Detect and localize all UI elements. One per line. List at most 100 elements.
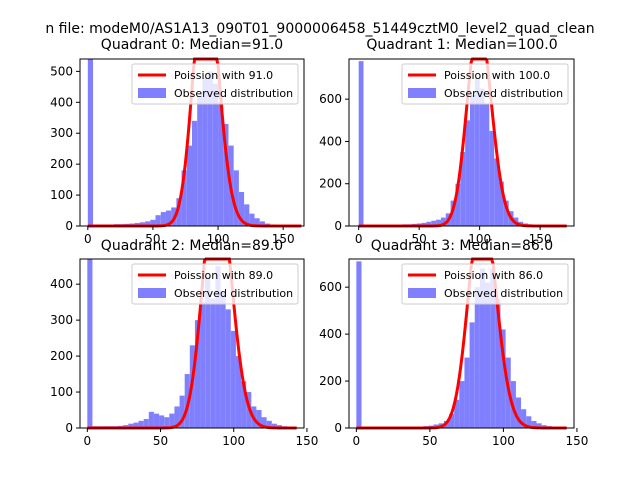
histogram-bar <box>479 88 485 226</box>
y-tick-label: 400 <box>319 327 342 341</box>
legend-fit-label: Poission with 100.0 <box>444 69 550 82</box>
histogram-bar <box>244 204 250 226</box>
histogram-bar <box>200 302 206 428</box>
x-tick-label: 0 <box>353 434 361 448</box>
histogram-bar <box>176 198 182 226</box>
histogram-bar <box>181 170 187 226</box>
histogram-bar <box>210 298 216 428</box>
y-tick-label: 400 <box>50 277 73 291</box>
histogram-bar <box>192 120 198 226</box>
histogram-bar <box>521 409 527 428</box>
histogram-bar <box>271 423 277 428</box>
histogram-bar <box>134 222 140 226</box>
legend-box <box>401 263 569 305</box>
y-tick-label: 400 <box>319 134 342 148</box>
histogram-bar <box>503 200 509 226</box>
histogram-bar <box>490 268 496 428</box>
axes-frame <box>79 258 305 429</box>
legend-fit-label: Poission with 89.0 <box>174 269 273 282</box>
histogram-bar <box>436 219 441 226</box>
histogram-bar <box>426 221 432 226</box>
subplot-title: Quadrant 3: Median=86.0 <box>371 238 553 254</box>
x-tick-label: 100 <box>468 232 491 246</box>
histogram-bar <box>358 61 364 226</box>
legend-hist-swatch <box>408 288 436 298</box>
axes-frame <box>348 58 575 227</box>
histogram-bar <box>499 181 504 226</box>
histogram-bar <box>485 282 491 428</box>
histogram-bar <box>186 145 192 226</box>
subplot-title: Quadrant 2: Median=89.0 <box>101 238 283 254</box>
y-tick-label: 100 <box>50 385 73 399</box>
histogram-bar <box>465 120 470 226</box>
histogram-bar <box>233 170 239 226</box>
histogram-bar <box>256 410 262 428</box>
histogram-bar <box>202 77 208 226</box>
legend-hist-label: Observed distribution <box>174 287 293 300</box>
histogram-bar <box>536 423 542 428</box>
legend-fit-label: Poission with 86.0 <box>444 269 543 282</box>
histogram-bar <box>455 183 461 226</box>
histogram-bar <box>469 94 475 226</box>
histogram-bar <box>474 287 480 428</box>
x-tick-label: 100 <box>207 232 230 246</box>
histogram-bar <box>235 356 242 428</box>
x-tick-label: 0 <box>83 434 91 448</box>
legend-hist-swatch <box>408 88 436 98</box>
histogram-bar <box>205 276 211 428</box>
legend-hist-label: Observed distribution <box>444 287 563 300</box>
y-tick-label: 200 <box>50 349 73 363</box>
x-tick-label: 150 <box>565 434 588 448</box>
y-tick-label: 0 <box>65 421 73 435</box>
x-tick-label: 50 <box>412 232 427 246</box>
histogram-bar <box>155 215 161 226</box>
legend-hist-label: Observed distribution <box>174 87 293 100</box>
x-tick-label: 0 <box>84 232 92 246</box>
legend-fit-label: Poission with 91.0 <box>174 69 273 82</box>
x-tick-label: 50 <box>153 434 168 448</box>
histogram-bar <box>223 123 229 226</box>
histogram-bar <box>531 420 537 428</box>
histogram-bar <box>145 221 151 226</box>
subplot-quadrant-2: 0 50 100 150 0 100 200 300 400 Poission with 89.0… <box>50 257 318 448</box>
histogram-bar <box>266 420 272 428</box>
histogram-bar <box>261 417 267 428</box>
y-tick-label: 600 <box>319 280 342 294</box>
histogram-bar <box>164 417 170 428</box>
y-tick-label: 300 <box>50 313 73 327</box>
axes-frame <box>348 258 575 429</box>
histogram-bar <box>459 381 465 428</box>
y-tick-label: 0 <box>334 219 342 233</box>
histogram-bar <box>515 397 522 428</box>
histogram-bar <box>139 222 146 226</box>
x-tick-label: 0 <box>355 232 363 246</box>
histogram-bar <box>489 130 495 226</box>
histogram-bar <box>431 220 437 226</box>
x-tick-label: 150 <box>529 232 552 246</box>
histogram-bar <box>484 103 490 226</box>
histogram-bar <box>230 330 236 428</box>
histogram-bar <box>440 217 446 226</box>
x-tick-label: 100 <box>492 434 515 448</box>
histogram-bar <box>128 423 134 428</box>
histogram-bar <box>464 357 470 428</box>
histogram-bar <box>179 395 185 428</box>
histogram-bar <box>454 399 460 428</box>
histogram-bar <box>87 259 93 428</box>
histogram-bar <box>460 152 466 226</box>
histogram-bar <box>218 102 224 226</box>
histogram-bar <box>153 413 160 428</box>
histogram-bar <box>174 406 180 428</box>
histogram-bar <box>220 291 226 428</box>
histogram-bar <box>241 381 247 428</box>
legend-box <box>401 63 569 105</box>
legend-hist-swatch <box>138 288 166 298</box>
x-tick-label: 150 <box>295 434 318 448</box>
y-tick-label: 200 <box>50 157 73 171</box>
legend-box <box>131 63 299 105</box>
subplot-quadrant-1: 0 50 100 150 0 200 400 600 Poission with 100.0 Ob… <box>319 57 575 246</box>
histogram-bar <box>225 309 231 428</box>
y-tick-label: 100 <box>50 188 73 202</box>
subplot-quadrant-0: 0 50 100 150 0 100 200 300 400 500 Poission with 9… <box>50 57 305 246</box>
